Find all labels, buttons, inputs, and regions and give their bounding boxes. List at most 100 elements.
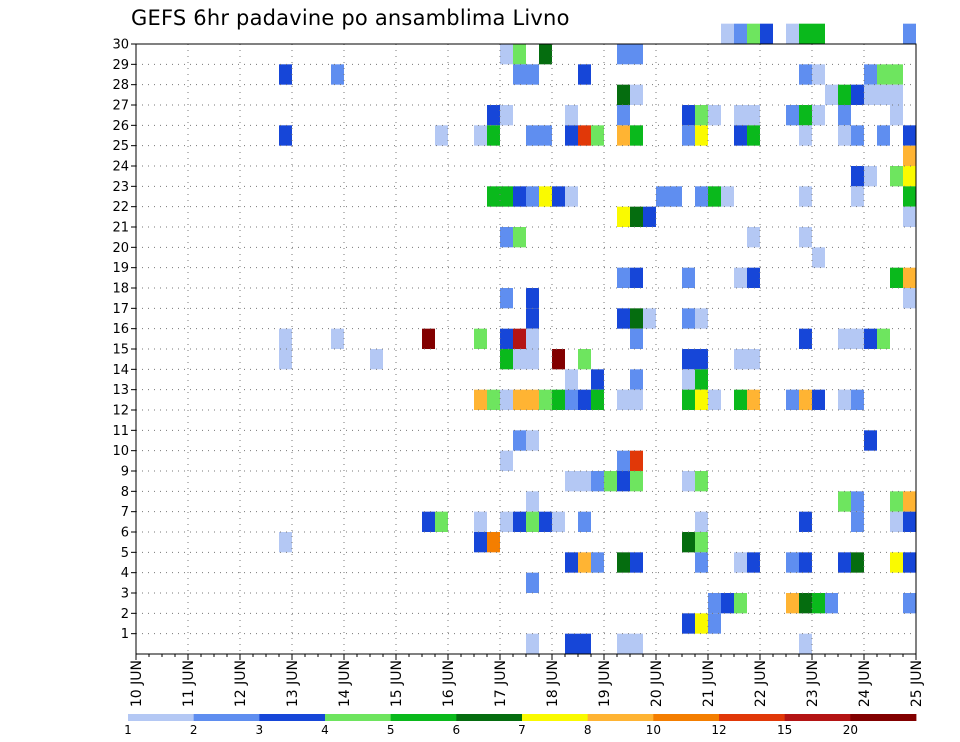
heatmap-cell xyxy=(474,328,487,349)
heatmap-cell xyxy=(786,593,799,614)
heatmap-cell xyxy=(734,349,747,370)
heatmap-cell xyxy=(890,491,903,512)
heatmap-cell xyxy=(799,125,812,146)
heatmap-cell xyxy=(630,450,643,471)
heatmap-cell xyxy=(890,105,903,126)
y-tick-label: 17 xyxy=(112,302,129,317)
heatmap-cell xyxy=(708,186,721,207)
heatmap-cell xyxy=(565,633,578,654)
heatmap-cell xyxy=(760,23,773,44)
heatmap-cell xyxy=(682,125,695,146)
heatmap-cell xyxy=(786,105,799,126)
heatmap-cell xyxy=(747,23,760,44)
heatmap-cell xyxy=(578,471,591,492)
y-tick-label: 24 xyxy=(112,160,129,175)
legend-swatch xyxy=(259,714,326,721)
heatmap-cell xyxy=(838,105,851,126)
heatmap-cell xyxy=(708,105,721,126)
y-axis: 1234567891011121314151617181920212223242… xyxy=(112,38,136,642)
heatmap-cell xyxy=(513,511,526,532)
heatmap-cell xyxy=(890,552,903,573)
heatmap-cell xyxy=(695,389,708,410)
heatmap-cell xyxy=(591,552,604,573)
heatmap-cell xyxy=(526,186,539,207)
heatmap-cell xyxy=(552,389,565,410)
chart-title: GEFS 6hr padavine po ansamblima Livno xyxy=(131,6,570,30)
heatmap-cell xyxy=(474,532,487,553)
y-tick-label: 23 xyxy=(112,180,129,195)
heatmap-cell xyxy=(812,389,825,410)
heatmap-cell xyxy=(565,186,578,207)
heatmap-cell xyxy=(526,288,539,309)
heatmap-cell xyxy=(851,84,864,105)
heatmap-cell xyxy=(370,349,383,370)
heatmap-cell xyxy=(500,44,513,65)
y-tick-label: 22 xyxy=(112,200,129,215)
heatmap-cell xyxy=(890,64,903,85)
heatmap-cell xyxy=(825,593,838,614)
heatmap-cell xyxy=(578,552,591,573)
legend-swatch xyxy=(784,714,851,721)
heatmap-cell xyxy=(695,471,708,492)
legend-swatch xyxy=(653,714,720,721)
x-tick-label: 23 JUN xyxy=(805,660,821,707)
heatmap-cell xyxy=(630,471,643,492)
y-tick-label: 2 xyxy=(121,607,129,622)
heatmap-cell xyxy=(578,64,591,85)
heatmap-cells xyxy=(279,23,916,654)
heatmap-cell xyxy=(617,633,630,654)
heatmap-cell xyxy=(539,511,552,532)
y-tick-label: 3 xyxy=(121,587,129,602)
heatmap-cell xyxy=(474,511,487,532)
y-tick-label: 19 xyxy=(112,261,129,276)
y-tick-label: 5 xyxy=(121,546,129,561)
heatmap-cell xyxy=(786,23,799,44)
heatmap-cell xyxy=(695,125,708,146)
heatmap-cell xyxy=(513,64,526,85)
legend-swatch xyxy=(128,714,195,721)
heatmap-cell xyxy=(578,389,591,410)
heatmap-cell xyxy=(721,186,734,207)
heatmap-cell xyxy=(526,308,539,329)
heatmap-cell xyxy=(513,44,526,65)
heatmap-cell xyxy=(851,328,864,349)
heatmap-cell xyxy=(513,389,526,410)
heatmap-cell xyxy=(903,166,916,187)
y-tick-label: 9 xyxy=(121,465,129,480)
heatmap-cell xyxy=(903,511,916,532)
heatmap-cell xyxy=(487,389,500,410)
heatmap-cell xyxy=(903,267,916,288)
x-tick-label: 19 JUN xyxy=(597,660,613,707)
heatmap-cell xyxy=(851,511,864,532)
heatmap-cell xyxy=(617,105,630,126)
x-tick-label: 21 JUN xyxy=(701,660,717,707)
legend-swatch xyxy=(850,714,917,721)
heatmap-cell xyxy=(526,349,539,370)
heatmap-cell xyxy=(747,389,760,410)
heatmap-cell xyxy=(630,125,643,146)
heatmap-cell xyxy=(513,430,526,451)
heatmap-cell xyxy=(500,186,513,207)
heatmap-cell xyxy=(500,105,513,126)
heatmap-cell xyxy=(734,552,747,573)
heatmap-cell xyxy=(513,227,526,248)
legend-label: 1 xyxy=(124,723,132,737)
heatmap-cell xyxy=(578,125,591,146)
x-axis: 10 JUN 11 JUN 12 JUN 13 JUN 14 JUN 15 JUN 16 J… xyxy=(129,654,925,707)
heatmap-cell xyxy=(890,267,903,288)
heatmap-cell xyxy=(565,125,578,146)
heatmap-cell xyxy=(734,593,747,614)
heatmap-cell xyxy=(812,23,825,44)
color-legend: 1 2 3 4 5 6 7 8 10 12 15 20 xyxy=(124,714,917,737)
heatmap-cell xyxy=(630,84,643,105)
heatmap-cell xyxy=(864,64,877,85)
heatmap-cell xyxy=(565,369,578,390)
heatmap-cell xyxy=(435,511,448,532)
heatmap-cell xyxy=(279,125,292,146)
x-tick-label: 14 JUN xyxy=(337,660,353,707)
heatmap-cell xyxy=(708,389,721,410)
heatmap-cell xyxy=(630,267,643,288)
heatmap-cell xyxy=(812,593,825,614)
heatmap-cell xyxy=(903,552,916,573)
heatmap-cell xyxy=(630,206,643,227)
